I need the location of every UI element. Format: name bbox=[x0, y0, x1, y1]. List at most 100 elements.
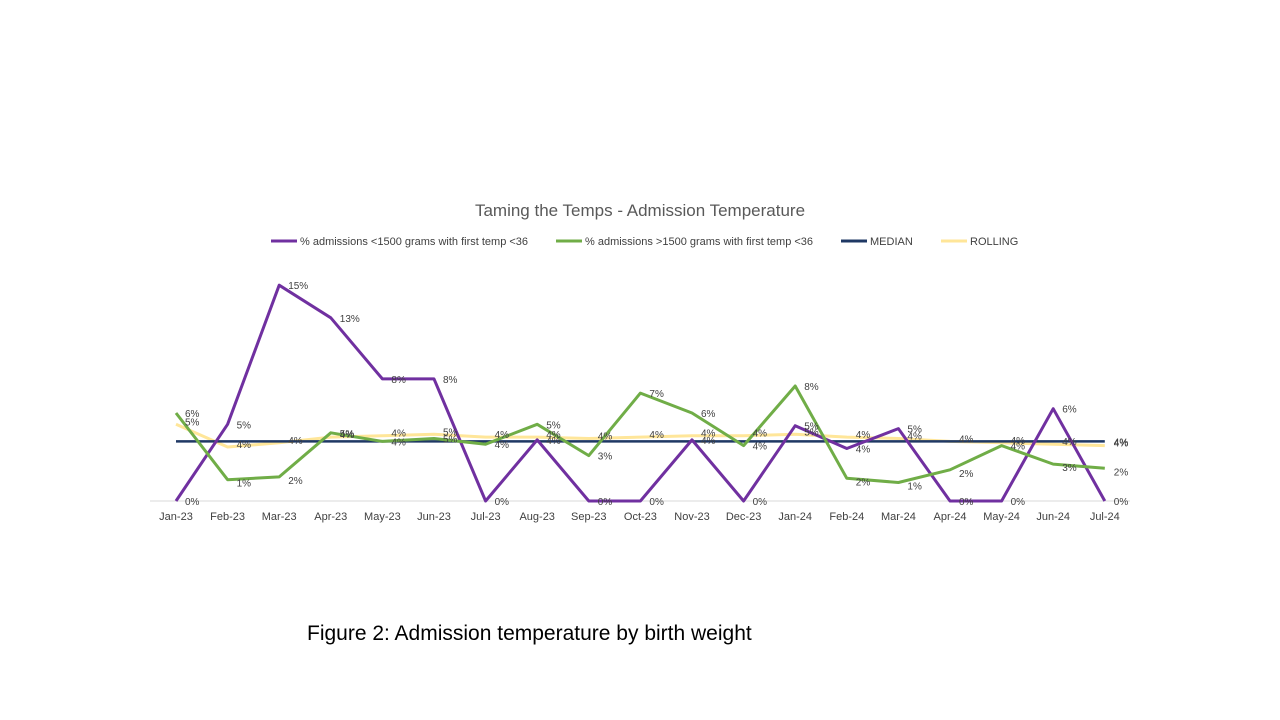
series-0-data-label: 5% bbox=[804, 422, 819, 433]
series-3-data-label: 5% bbox=[443, 427, 458, 438]
x-tick-label: Oct-23 bbox=[624, 511, 657, 523]
series-1-point bbox=[691, 412, 693, 414]
series-1-point bbox=[742, 444, 744, 446]
series-1-point bbox=[897, 481, 899, 483]
series-1-data-label: 2% bbox=[959, 469, 974, 480]
series-3-data-label: 4% bbox=[340, 430, 355, 441]
series-3-data-label: 4% bbox=[753, 429, 768, 440]
series-3-data-label: 4% bbox=[959, 434, 974, 445]
series-1-point bbox=[226, 479, 228, 481]
series-1-data-label: 4% bbox=[495, 440, 510, 451]
series-1-point bbox=[381, 440, 383, 442]
series-1-data-label: 2% bbox=[1114, 467, 1129, 478]
series-0-point bbox=[226, 423, 228, 425]
series-0-point bbox=[278, 284, 280, 286]
series-1-line bbox=[174, 384, 1105, 484]
series-0-data-label: 4% bbox=[701, 436, 716, 447]
plot-area bbox=[150, 283, 1130, 503]
legend-label: % admissions >1500 grams with first temp… bbox=[585, 236, 813, 248]
series-0-point bbox=[484, 500, 486, 502]
series-0-data-label: 5% bbox=[907, 425, 922, 436]
series-3-data-label: 4% bbox=[546, 430, 561, 441]
series-0-data-label: 0% bbox=[959, 497, 974, 508]
series-0-point bbox=[536, 439, 538, 441]
series-1-point bbox=[175, 412, 177, 414]
series-1-point bbox=[1052, 463, 1054, 465]
series-2-point bbox=[278, 440, 280, 442]
series-3-point bbox=[226, 446, 228, 448]
data-labels: 0%5%15%13%8% 8%0%4%0% 0%4%0%5%4%5%0% 0%6%0%… bbox=[185, 281, 1128, 508]
series-3-data-label: 4% bbox=[856, 430, 871, 441]
series-1-data-label: 1% bbox=[907, 482, 922, 493]
series-3-point bbox=[484, 436, 486, 438]
series-1-point bbox=[588, 454, 590, 456]
series-2-data-label: 4% bbox=[1114, 437, 1129, 448]
series-3-data-label: 5% bbox=[804, 427, 819, 438]
series-3-point bbox=[897, 437, 899, 439]
series-0-data-label: 6% bbox=[1062, 405, 1077, 416]
series-1-point bbox=[484, 443, 486, 445]
series-3-data-label: 4% bbox=[391, 429, 406, 440]
series-1-data-label: 6% bbox=[185, 409, 200, 420]
series-1-point bbox=[794, 385, 796, 387]
series-0-point bbox=[794, 425, 796, 427]
series-1-point bbox=[949, 469, 951, 471]
series-0-point bbox=[846, 447, 848, 449]
series-3-data-label: 4% bbox=[598, 432, 613, 443]
series-0-point bbox=[742, 500, 744, 502]
x-tick-label: Sep-23 bbox=[571, 511, 606, 523]
series-0-point bbox=[691, 439, 693, 441]
series-2-point bbox=[484, 440, 486, 442]
series-0-data-label: 4% bbox=[856, 444, 871, 455]
legend: % admissions <1500 grams with first temp… bbox=[271, 236, 1018, 248]
series-0-point bbox=[330, 317, 332, 319]
series-0-data-label: 15% bbox=[288, 281, 308, 292]
series-3-point bbox=[175, 423, 177, 425]
series-0-line bbox=[174, 283, 1107, 503]
x-tick-label: Jun-24 bbox=[1036, 511, 1070, 523]
series-1-data-label: 4% bbox=[1011, 442, 1026, 453]
series-3-point bbox=[691, 434, 693, 436]
series-3-data-label: 4% bbox=[237, 440, 252, 451]
x-tick-label: Apr-23 bbox=[314, 511, 347, 523]
series-1-data-label: 7% bbox=[649, 389, 664, 400]
series-1-data-label: 3% bbox=[1062, 463, 1077, 474]
series-1-data-label: 5% bbox=[546, 420, 561, 431]
series-3-point bbox=[639, 436, 641, 438]
legend-label: MEDIAN bbox=[870, 236, 913, 248]
series-3-point bbox=[433, 433, 435, 435]
series-2-point bbox=[897, 440, 899, 442]
series-1-point bbox=[1000, 444, 1002, 446]
series-0-point bbox=[588, 500, 590, 502]
x-axis: Jan-23 Feb-23 Mar-23 Apr-23 May-23 Jun-23 Jul-… bbox=[159, 511, 1120, 523]
series-3-data-label: 4% bbox=[288, 436, 303, 447]
figure-caption: Figure 2: Admission temperature by birth… bbox=[307, 622, 752, 645]
x-tick-label: Jul-24 bbox=[1090, 511, 1120, 523]
x-tick-label: Mar-23 bbox=[262, 511, 297, 523]
x-tick-label: Jan-23 bbox=[159, 511, 193, 523]
series-0-point bbox=[1104, 500, 1106, 502]
series-0-data-label: 4% bbox=[546, 436, 561, 447]
series-3-data-label: 4% bbox=[495, 430, 510, 441]
x-tick-label: Jul-23 bbox=[471, 511, 501, 523]
x-tick-label: Feb-24 bbox=[829, 511, 864, 523]
series-3-data-label: 4% bbox=[701, 429, 716, 440]
series-1-point bbox=[1104, 467, 1106, 469]
series-1-data-label: 5% bbox=[443, 435, 458, 446]
series-0-data-label: 0% bbox=[753, 497, 768, 508]
series-0-point bbox=[433, 378, 435, 380]
series-0-data-label: 0% bbox=[649, 497, 664, 508]
series-1-data-label: 8% bbox=[804, 382, 819, 393]
series-2-point bbox=[1000, 440, 1002, 442]
series-1-point bbox=[639, 392, 641, 394]
series-2-point bbox=[742, 440, 744, 442]
series-2-point bbox=[330, 440, 332, 442]
series-3-data-label: 4% bbox=[907, 432, 922, 443]
series-3-data-label: 4% bbox=[1011, 436, 1026, 447]
series-3-point bbox=[742, 434, 744, 436]
x-tick-label: Mar-24 bbox=[881, 511, 916, 523]
series-2-point bbox=[949, 440, 951, 442]
series-0-data-label: 0% bbox=[185, 497, 200, 508]
series-2-point bbox=[588, 440, 590, 442]
